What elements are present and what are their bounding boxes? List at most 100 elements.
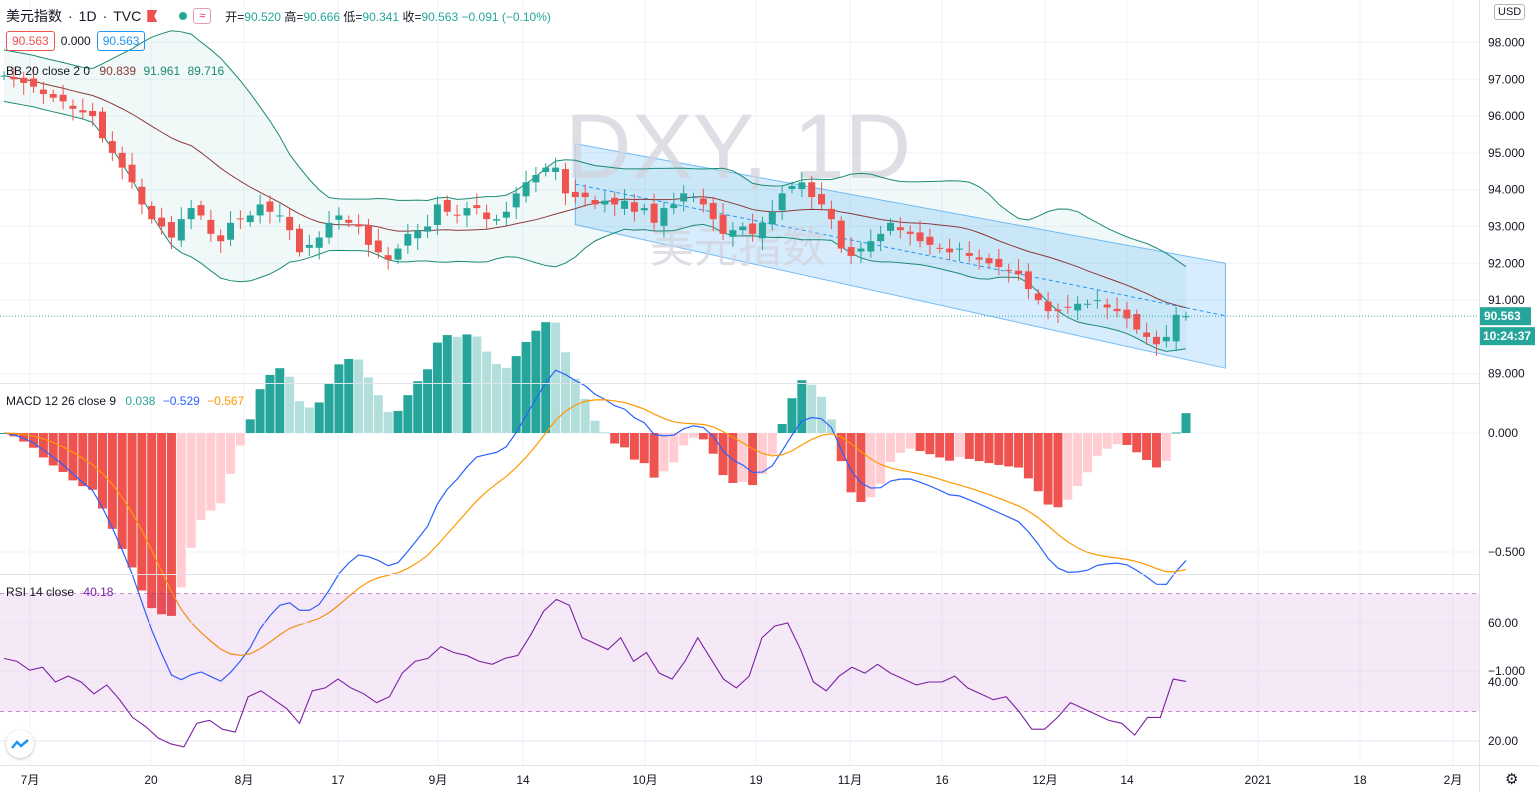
macd-histogram-bar (304, 407, 314, 433)
bollinger-fill-area (4, 30, 1186, 352)
bollinger-upper-line (3, 30, 1187, 268)
rsi-label: RSI 14 close (6, 585, 75, 599)
macd-tick-label: 0.000 (1488, 426, 1518, 440)
candle-body (877, 233, 885, 242)
candle-body (315, 237, 323, 248)
candle-body (778, 193, 786, 211)
flag-icon[interactable] (147, 10, 158, 22)
macd-histogram-bar (393, 410, 403, 433)
last-price-line: 90.563 10:24:37 (0, 307, 1535, 346)
candle-body (916, 232, 924, 242)
candle-body (266, 201, 274, 212)
candle-body (0, 75, 8, 77)
macd-histogram-bar (511, 356, 521, 433)
macd-histogram-bar (826, 419, 836, 433)
rsi-legend[interactable]: RSI 14 close 40.18 (6, 585, 113, 599)
macd-histogram-bar (895, 433, 905, 453)
candle-body (483, 212, 491, 220)
symbol-interval[interactable]: 1D (78, 8, 97, 24)
price-axis[interactable]: 98.000 97.000 96.000 95.000 94.000 93.000 92.0… (1488, 36, 1525, 749)
candle-body (1113, 308, 1121, 312)
candle-body (59, 94, 67, 102)
macd-histogram-bar (265, 374, 275, 433)
macd-histogram-bar (235, 433, 245, 446)
macd-histogram-bar (137, 433, 147, 591)
macd-histogram-bar (531, 330, 541, 433)
macd-histogram-bar (38, 433, 48, 458)
price-tick-label: 97.000 (1488, 72, 1525, 86)
candle-body (837, 220, 845, 249)
candle-body (975, 257, 983, 260)
candle-body (739, 226, 747, 231)
candle-body (20, 77, 28, 83)
currency-label[interactable]: USD (1494, 4, 1526, 20)
rsi-value: 40.18 (83, 585, 114, 599)
macd-histogram-bar (945, 433, 955, 461)
macd-tick-label: −0.500 (1488, 545, 1525, 559)
compare-icon[interactable]: ≈ (193, 8, 212, 24)
candle-body (305, 244, 313, 248)
price-tick-label: 91.000 (1488, 293, 1525, 307)
macd-histogram-bar (413, 381, 423, 433)
macd-histogram-bar (689, 433, 698, 438)
candle-body (384, 255, 392, 260)
macd-histogram-bar (403, 395, 413, 433)
candle-body (887, 222, 894, 231)
macd-histogram-bar (157, 433, 167, 615)
rsi-band-fill (0, 593, 1479, 712)
macd-histogram-bar (1053, 433, 1063, 508)
time-tick-label: 14 (516, 773, 530, 787)
settings-gear-icon[interactable]: ⚙ (1505, 771, 1519, 788)
candle-body (650, 203, 658, 223)
macd-histogram-bar (88, 433, 98, 490)
symbol-legend: 美元指数 · 1D · TVC ≈ 开=90.520 高=90.666 低=90… (6, 6, 551, 26)
time-tick-label: 14 (1120, 773, 1134, 787)
candle-body (227, 222, 235, 240)
candle-body (788, 186, 796, 189)
macd-histogram-bar (1063, 433, 1073, 500)
countdown-tag (1479, 327, 1535, 346)
macd-histogram-bar (1132, 433, 1142, 453)
macd-histogram-bar (570, 378, 580, 433)
macd-histogram-bar (708, 433, 718, 454)
price-tick-label: 98.000 (1488, 36, 1525, 50)
tradingview-logo-icon[interactable] (6, 730, 34, 758)
macd-histogram-bar (314, 402, 324, 433)
bollinger-band-fill (4, 30, 1186, 352)
macd-histogram-bar (551, 322, 561, 433)
macd-histogram-bar (1033, 433, 1043, 492)
macd-histogram-bar (984, 433, 994, 464)
candle-body (1162, 336, 1170, 342)
candlestick-series (0, 66, 1190, 357)
macd-histogram-bar (1112, 433, 1122, 445)
candle-body (926, 236, 934, 245)
buy-price-button[interactable]: 90.563 (96, 31, 146, 51)
time-tick-label: 8月 (235, 773, 254, 787)
candle-body (167, 222, 175, 238)
watermark-title: DXY, 1D (565, 96, 911, 198)
macd-histogram-bar (866, 433, 876, 498)
macd-histogram-bar (925, 433, 935, 455)
candle-body (246, 215, 254, 223)
candle-body (995, 258, 1003, 267)
symbol-name[interactable]: 美元指数 (6, 8, 62, 24)
candle-body (1015, 270, 1023, 275)
macd-histogram-bar (1171, 432, 1181, 434)
macd-histogram-bar (19, 433, 29, 442)
macd-histogram-bar (255, 389, 265, 433)
bb-legend[interactable]: BB 20 close 2 0 90.839 91.961 89.716 (6, 64, 224, 78)
sell-price-button[interactable]: 90.563 (6, 31, 55, 51)
candle-body (581, 192, 589, 198)
time-axis[interactable]: 7月 20 8月 17 9月 14 10月 19 11月 16 12月 14 2021 18 2月 (21, 773, 1463, 787)
candle-body (207, 219, 215, 234)
candle-body (99, 111, 106, 139)
time-tick-label: 7月 (21, 773, 40, 787)
macd-legend[interactable]: MACD 12 26 close 9 0.038 −0.529 −0.567 (6, 394, 244, 408)
time-tick-label: 19 (749, 773, 763, 787)
macd-line-value: −0.529 (162, 394, 200, 408)
macd-histogram-bar (29, 433, 39, 448)
macd-histogram-bar (1161, 433, 1171, 461)
countdown-text: 10:24:37 (1483, 329, 1531, 343)
